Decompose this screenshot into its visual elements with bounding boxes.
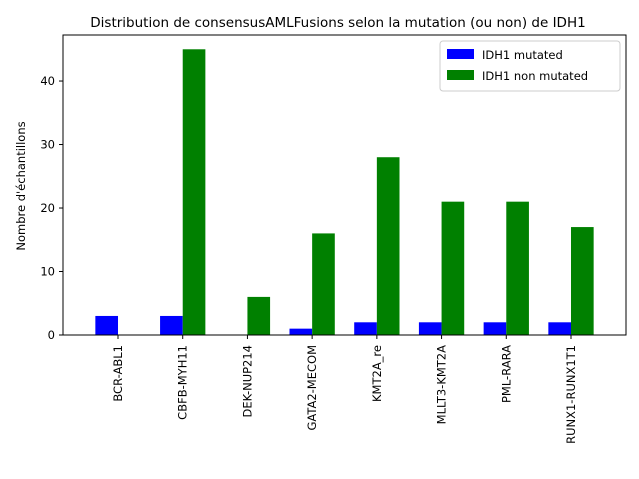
x-tick-label: MLLT3-KMT2A (435, 345, 449, 424)
bar-non-mutated-7 (570, 227, 594, 335)
bar-non-mutated-2 (247, 296, 271, 335)
chart-title: Distribution de consensusAMLFusions selo… (90, 15, 585, 31)
x-tick-label: KMT2A_re (370, 345, 384, 402)
y-tick-label: 20 (40, 201, 55, 215)
x-tick-label: RUNX1-RUNX1T1 (564, 345, 578, 444)
y-axis-label: Nombre d'échantillons (14, 121, 28, 250)
bar-non-mutated-6 (506, 201, 529, 335)
bar-mutated-5 (418, 322, 442, 335)
legend-label-0: IDH1 mutated (482, 48, 563, 62)
bar-non-mutated-3 (312, 233, 335, 335)
bar-mutated-1 (160, 315, 183, 335)
bar-mutated-4 (354, 322, 377, 335)
bar-mutated-7 (548, 322, 571, 335)
x-tick-label: DEK-NUP214 (240, 345, 254, 418)
bar-non-mutated-5 (441, 201, 465, 335)
x-tick-label: GATA2-MECOM (305, 345, 319, 431)
bar-mutated-3 (289, 328, 313, 335)
legend: IDH1 mutated IDH1 non mutated (439, 40, 621, 92)
axes-frame (62, 34, 627, 336)
legend-label-1: IDH1 non mutated (482, 69, 588, 83)
y-tick-label: 0 (48, 328, 55, 342)
legend-swatch-1 (447, 70, 474, 80)
bar-mutated-6 (483, 322, 507, 335)
bar-non-mutated-1 (182, 49, 206, 336)
legend-box (439, 40, 621, 92)
x-tick-label: PML-RARA (499, 345, 513, 403)
bar-mutated-0 (95, 315, 119, 335)
bar-non-mutated-4 (376, 157, 400, 335)
x-tick-label: BCR-ABL1 (111, 345, 125, 402)
y-tick-label: 30 (40, 138, 55, 152)
plot-area: 0 10 20 30 40 BCR-ABL1 CBFB-MYH11 DEK-NUP214 GAT… (40, 34, 627, 444)
y-tick-label: 10 (40, 265, 55, 279)
legend-swatch-0 (447, 49, 474, 59)
x-tick-label: CBFB-MYH11 (176, 345, 190, 420)
y-tick-label: 40 (40, 74, 55, 88)
